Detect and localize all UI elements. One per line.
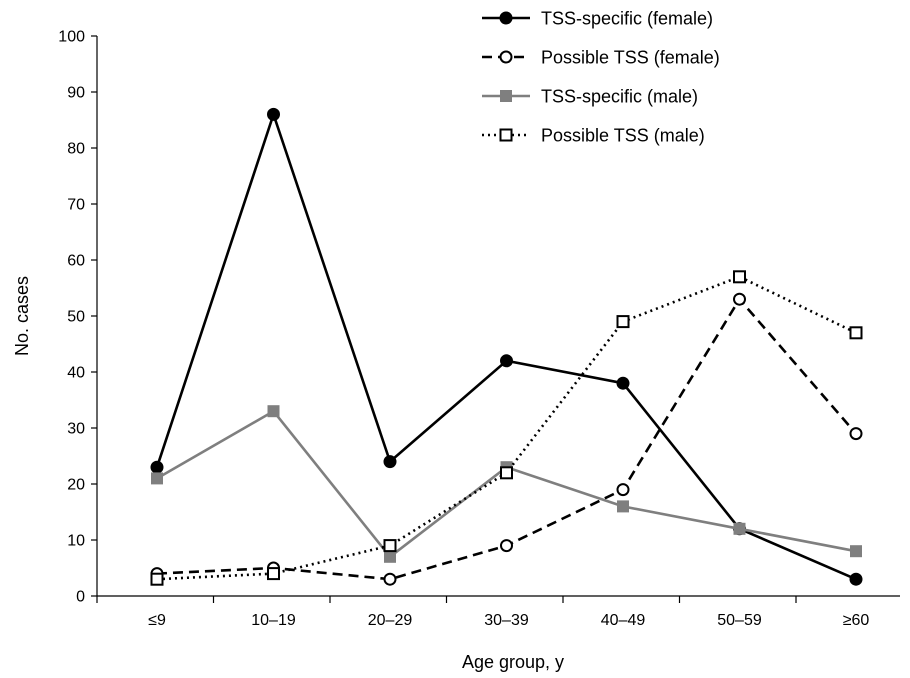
series-line xyxy=(157,299,856,579)
data-point xyxy=(501,355,513,367)
x-tick-label: 50–59 xyxy=(717,612,762,629)
legend-label: TSS-specific (female) xyxy=(541,9,713,29)
series-4 xyxy=(152,271,862,584)
data-point xyxy=(850,573,862,585)
data-point xyxy=(734,294,745,305)
data-point xyxy=(851,327,862,338)
legend-marker xyxy=(500,12,512,24)
data-point xyxy=(268,405,280,417)
y-tick-label: 30 xyxy=(67,421,85,438)
data-point xyxy=(384,456,396,468)
legend-item: TSS-specific (female) xyxy=(482,9,713,29)
legend: TSS-specific (female) Possible TSS (femal… xyxy=(482,9,720,146)
y-axis-title: No. cases xyxy=(12,276,32,356)
data-point xyxy=(617,377,629,389)
x-tick-label: 30–39 xyxy=(484,612,529,629)
y-tick-label: 70 xyxy=(67,197,85,214)
series-layer xyxy=(151,108,862,585)
y-tick-label: 0 xyxy=(76,589,85,606)
data-point xyxy=(850,545,862,557)
data-point xyxy=(268,568,279,579)
series-2 xyxy=(152,294,862,585)
x-tick-label: ≥60 xyxy=(843,612,870,629)
data-point xyxy=(151,472,163,484)
legend-item: TSS-specific (male) xyxy=(482,87,698,107)
y-tick-label: 10 xyxy=(67,533,85,550)
data-point xyxy=(618,484,629,495)
data-point xyxy=(851,428,862,439)
data-point xyxy=(151,461,163,473)
legend-marker xyxy=(500,90,512,102)
legend-label: Possible TSS (male) xyxy=(541,126,705,146)
data-point xyxy=(268,108,280,120)
data-point xyxy=(152,574,163,585)
series-1 xyxy=(151,108,862,585)
x-tick-label: 40–49 xyxy=(601,612,646,629)
data-point xyxy=(734,523,746,535)
data-point xyxy=(384,551,396,563)
legend-marker xyxy=(501,52,512,63)
x-tick-label: 20–29 xyxy=(368,612,413,629)
legend-label: TSS-specific (male) xyxy=(541,87,698,107)
y-tick-label: 80 xyxy=(67,141,85,158)
y-tick-label: 100 xyxy=(58,29,85,46)
legend-marker xyxy=(501,130,512,141)
data-point xyxy=(617,500,629,512)
x-tick-label: ≤9 xyxy=(148,612,166,629)
y-tick-label: 90 xyxy=(67,85,85,102)
x-tick-label: 10–19 xyxy=(251,612,296,629)
data-point xyxy=(618,316,629,327)
x-axis-title: Age group, y xyxy=(462,652,564,672)
y-tick-label: 40 xyxy=(67,365,85,382)
axes: 0 10 20 30 40 50 60 70 80 90 100 ≤9 10–19 20–29 30–39 4… xyxy=(58,29,910,630)
series-line xyxy=(157,114,856,579)
data-point xyxy=(734,271,745,282)
legend-item: Possible TSS (male) xyxy=(482,126,705,146)
legend-label: Possible TSS (female) xyxy=(541,48,720,68)
y-tick-label: 60 xyxy=(67,253,85,270)
data-point xyxy=(385,574,396,585)
data-point xyxy=(501,540,512,551)
y-tick-label: 20 xyxy=(67,477,85,494)
legend-item: Possible TSS (female) xyxy=(482,48,720,68)
data-point xyxy=(501,467,512,478)
y-tick-label: 50 xyxy=(67,309,85,326)
data-point xyxy=(385,540,396,551)
